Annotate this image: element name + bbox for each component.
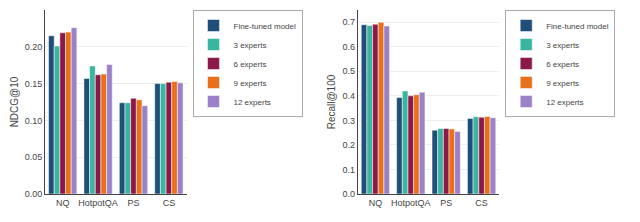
svg-text:NQ: NQ xyxy=(369,198,383,208)
svg-text:CS: CS xyxy=(475,198,488,208)
svg-text:0.0: 0.0 xyxy=(342,189,355,199)
svg-text:0.10: 0.10 xyxy=(25,116,43,126)
svg-text:0.20: 0.20 xyxy=(25,42,43,52)
svg-text:0.2: 0.2 xyxy=(342,140,355,150)
svg-text:9 experts: 9 experts xyxy=(234,79,267,88)
svg-text:NDCG@10: NDCG@10 xyxy=(9,76,20,127)
svg-text:Recall@100: Recall@100 xyxy=(326,74,337,129)
svg-text:12 experts: 12 experts xyxy=(234,98,271,107)
svg-text:9 experts: 9 experts xyxy=(546,79,579,88)
svg-text:0.05: 0.05 xyxy=(25,152,43,162)
svg-text:0.15: 0.15 xyxy=(25,79,43,89)
svg-text:6 experts: 6 experts xyxy=(234,60,267,69)
svg-text:0.6: 0.6 xyxy=(342,42,355,52)
svg-text:0.00: 0.00 xyxy=(25,189,43,199)
svg-text:NQ: NQ xyxy=(56,198,69,208)
svg-text:0.4: 0.4 xyxy=(342,91,355,101)
svg-text:3 experts: 3 experts xyxy=(546,41,579,50)
svg-text:3 experts: 3 experts xyxy=(234,41,267,50)
svg-text:0.7: 0.7 xyxy=(342,17,355,27)
svg-text:12 experts: 12 experts xyxy=(546,98,583,107)
svg-text:Fine-tuned model: Fine-tuned model xyxy=(546,22,608,31)
svg-text:HotpotQA: HotpotQA xyxy=(78,198,118,208)
svg-text:6 experts: 6 experts xyxy=(546,60,579,69)
svg-text:Fine-tuned model: Fine-tuned model xyxy=(234,22,296,31)
svg-text:0.5: 0.5 xyxy=(342,66,355,76)
svg-text:PS: PS xyxy=(127,198,139,208)
svg-text:0.3: 0.3 xyxy=(342,116,355,126)
svg-text:PS: PS xyxy=(440,198,452,208)
svg-text:0.1: 0.1 xyxy=(342,165,355,175)
svg-text:HotpotQA: HotpotQA xyxy=(391,198,431,208)
svg-text:CS: CS xyxy=(163,198,176,208)
